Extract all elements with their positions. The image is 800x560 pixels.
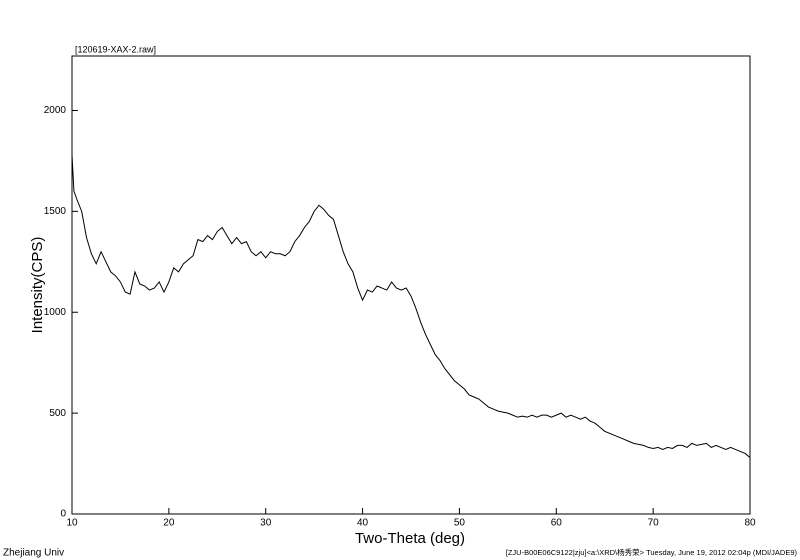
plot-frame: [71, 55, 751, 515]
x-tick-label: 70: [648, 518, 660, 529]
y-tick-label: 1500: [44, 206, 67, 217]
footer-left: Zhejiang Univ: [3, 548, 64, 559]
y-tick-label: 500: [49, 408, 66, 419]
y-axis-label: Intensity(CPS): [29, 237, 46, 334]
x-tick-label: 40: [357, 518, 369, 529]
x-tick-label: 50: [454, 518, 466, 529]
y-tick-label: 2000: [44, 105, 67, 116]
x-tick-label: 20: [163, 518, 175, 529]
y-tick-label: 0: [60, 509, 66, 520]
footer-right: [ZJU-B00E06C9122|zju]<a:\XRD\杨秀荣> Tuesda…: [506, 547, 798, 557]
file-label: [120619-XAX-2.raw]: [75, 44, 156, 54]
x-tick-label: 60: [551, 518, 563, 529]
x-axis-label: Two-Theta (deg): [355, 530, 465, 547]
x-tick-label: 80: [744, 518, 756, 529]
x-tick-label: 10: [66, 518, 78, 529]
intensity-line: [71, 154, 751, 458]
y-tick-label: 1000: [44, 307, 67, 318]
x-tick-label: 30: [260, 518, 272, 529]
